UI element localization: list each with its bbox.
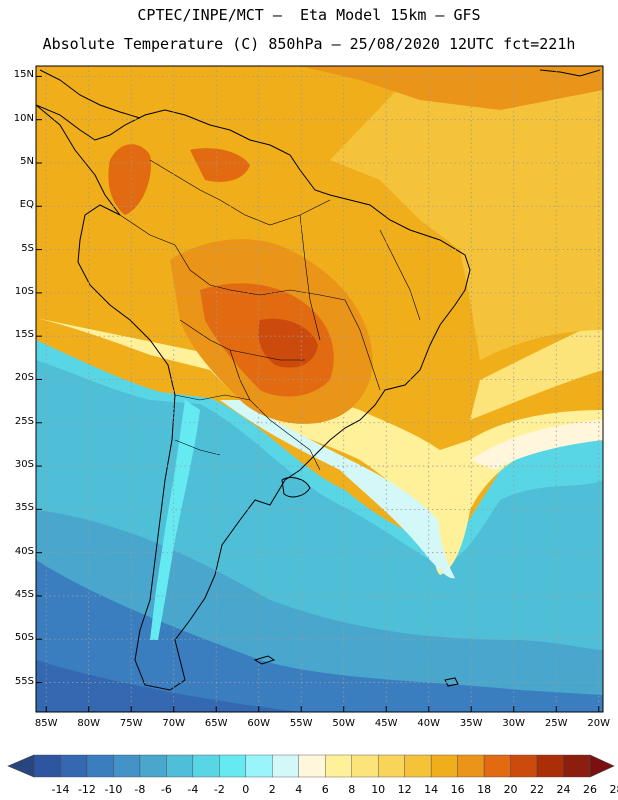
- colorbar-swatch: [351, 754, 379, 778]
- lon-label: 40W: [417, 718, 441, 729]
- colorbar-label: -12: [77, 783, 96, 796]
- colorbar-label: -10: [104, 783, 123, 796]
- colorbar-swatch: [325, 754, 352, 778]
- colorbar-label: 2: [268, 783, 276, 796]
- colorbar-swatch: [510, 754, 538, 778]
- colorbar-label: -6: [160, 783, 172, 796]
- lon-label: 50W: [332, 718, 356, 729]
- lat-label: 40S: [14, 545, 34, 557]
- colorbar-swatch: [113, 754, 141, 778]
- colorbar-swatch: [430, 754, 458, 778]
- colorbar-swatch: [86, 754, 114, 778]
- colorbar-swatch: [536, 754, 564, 778]
- colorbar-label: 22: [530, 783, 545, 796]
- coastlines: [36, 69, 601, 691]
- lat-label: 35S: [14, 502, 34, 514]
- colorbar-label: 16: [450, 783, 465, 796]
- lon-label: 85W: [34, 718, 58, 729]
- lat-label: 5S: [21, 242, 34, 254]
- colorbar-label: -14: [51, 783, 70, 796]
- lon-label: 75W: [119, 718, 143, 729]
- lat-label: 5N: [20, 155, 34, 167]
- axis-ticks: [36, 75, 600, 712]
- colorbar-label: -4: [187, 783, 199, 796]
- colorbar-swatch: [404, 754, 432, 778]
- colorbar-label: 8: [348, 783, 356, 796]
- colorbar-label: 6: [321, 783, 329, 796]
- lon-label: 80W: [77, 718, 101, 729]
- colorbar-right-arrow: [589, 754, 615, 778]
- lon-label: 65W: [204, 718, 228, 729]
- lon-label: 30W: [502, 718, 526, 729]
- colorbar-swatch: [192, 754, 220, 778]
- lat-label: 25S: [14, 415, 34, 427]
- lon-label: 55W: [289, 718, 313, 729]
- lon-label: 35W: [459, 718, 483, 729]
- colorbar-swatch: [245, 754, 273, 778]
- lat-label: 15S: [14, 329, 34, 341]
- colorbar-swatch: [298, 754, 326, 778]
- colorbar-left-arrow: [7, 754, 35, 778]
- colorbar-label: -2: [213, 783, 225, 796]
- colorbar-label: 18: [477, 783, 492, 796]
- colorbar-swatch: [457, 754, 485, 778]
- colorbar-label: 4: [295, 783, 303, 796]
- lon-label: 60W: [247, 718, 271, 729]
- colorbar-label: 28: [609, 783, 618, 796]
- lon-label: 25W: [544, 718, 568, 729]
- colorbar-swatch: [139, 754, 167, 778]
- lat-label: 30S: [14, 459, 34, 471]
- colorbar-label: 14: [424, 783, 439, 796]
- map-title-line-2: Absolute Temperature (C) 850hPa – 25/08/…: [42, 35, 576, 53]
- map-title-line-1: CPTEC/INPE/MCT – Eta Model 15km – GFS: [137, 6, 481, 24]
- lat-label: 10S: [14, 285, 34, 297]
- colorbar-swatch: [60, 754, 88, 778]
- map-frame: [35, 65, 604, 713]
- lat-label: 55S: [14, 675, 34, 687]
- lat-label: 45S: [14, 588, 34, 600]
- lon-label: 45W: [374, 718, 398, 729]
- lat-label: 50S: [14, 632, 34, 644]
- colorbar-label: 12: [397, 783, 412, 796]
- colorbar-label: 10: [371, 783, 386, 796]
- lat-label: 15N: [13, 69, 34, 81]
- colorbar-swatch: [219, 754, 247, 778]
- colorbar-label: 24: [556, 783, 571, 796]
- lat-label: EQ: [19, 199, 34, 211]
- colorbar-label: 0: [242, 783, 250, 796]
- colorbar-swatch: [33, 754, 61, 778]
- colorbar: [7, 754, 615, 778]
- colorbar-label: 20: [503, 783, 518, 796]
- colorbar-swatch: [563, 754, 591, 778]
- colorbar-swatch: [272, 754, 299, 778]
- colorbar-label: -8: [134, 783, 146, 796]
- graticule: [36, 66, 603, 712]
- colorbar-swatch: [166, 754, 194, 778]
- lat-label: 10N: [13, 112, 34, 124]
- lon-label: 20W: [587, 718, 611, 729]
- colorbar-swatch: [377, 754, 405, 778]
- colorbar-swatch: [483, 754, 511, 778]
- colorbar-label: 26: [583, 783, 597, 796]
- lon-label: 70W: [162, 718, 186, 729]
- lat-label: 20S: [14, 372, 34, 384]
- country-borders: [119, 159, 421, 471]
